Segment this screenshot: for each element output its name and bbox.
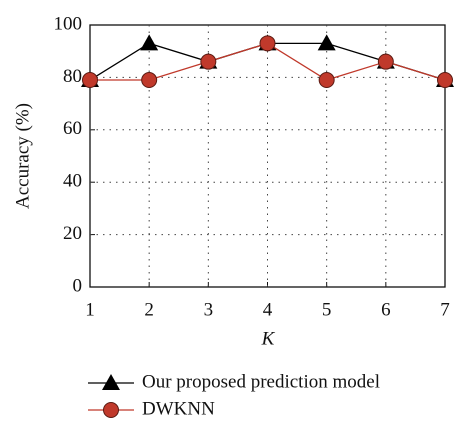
y-tick-label: 0 — [73, 275, 83, 296]
y-axis-label: Accuracy (%) — [12, 103, 33, 209]
data-point — [200, 53, 217, 70]
data-point — [318, 72, 335, 89]
x-tick-label: 4 — [263, 299, 273, 320]
y-tick-label: 60 — [63, 118, 82, 139]
legend-marker — [103, 402, 119, 418]
x-tick-label: 6 — [381, 299, 391, 320]
x-tick-label: 5 — [322, 299, 332, 320]
y-tick-label: 80 — [63, 66, 82, 87]
data-point — [437, 72, 453, 89]
data-point — [377, 53, 394, 70]
x-tick-label: 1 — [85, 299, 95, 320]
data-point — [141, 72, 158, 89]
y-tick-label: 20 — [63, 223, 82, 244]
y-tick-label: 40 — [63, 171, 82, 192]
data-point — [82, 72, 98, 89]
legend-label: Our proposed prediction model — [142, 371, 380, 392]
data-point — [259, 35, 276, 52]
legend-label: DWKNN — [142, 398, 215, 419]
x-axis-label: K — [261, 328, 276, 349]
legend-marker — [102, 374, 120, 390]
x-tick-label: 7 — [440, 299, 450, 320]
data-point — [140, 34, 159, 51]
y-tick-label: 100 — [54, 13, 83, 34]
x-tick-label: 3 — [204, 299, 214, 320]
data-point — [317, 34, 336, 51]
x-tick-label: 2 — [144, 299, 154, 320]
